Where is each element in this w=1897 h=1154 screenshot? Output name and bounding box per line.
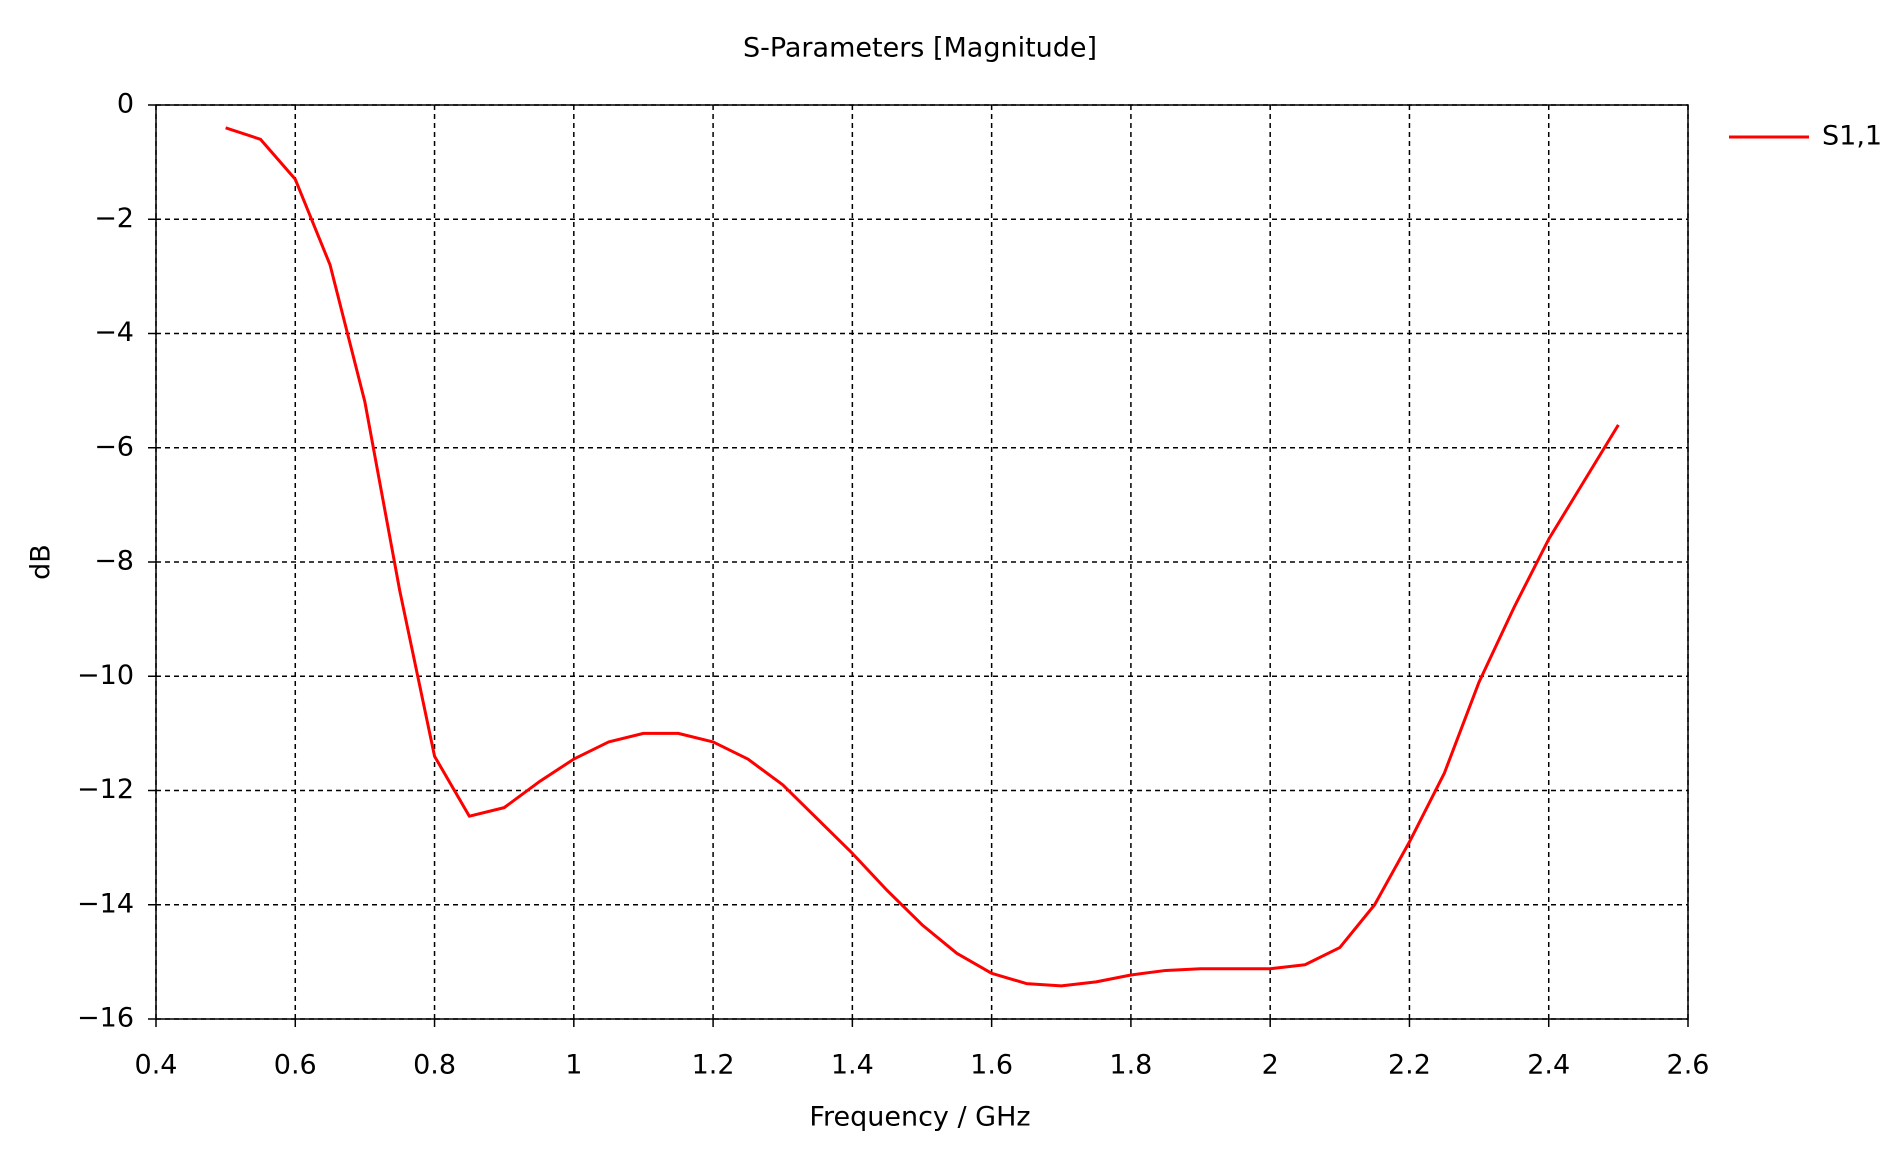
x-tick-label: 0.8 xyxy=(413,1050,456,1081)
data-line xyxy=(225,126,1620,988)
y-tick-label: −2 xyxy=(94,203,134,234)
plot-frame xyxy=(155,104,1689,1020)
x-tick-label: 1.4 xyxy=(831,1050,874,1081)
y-tick-label: −14 xyxy=(77,888,134,919)
y-tick-label: −16 xyxy=(77,1003,134,1034)
x-tick-label: 0.6 xyxy=(274,1050,317,1081)
x-tick-label: 1.2 xyxy=(692,1050,735,1081)
y-tick-label: −10 xyxy=(77,660,134,691)
x-tick-label: 1.8 xyxy=(1109,1050,1152,1081)
x-tick-label: 2.6 xyxy=(1667,1050,1710,1081)
x-tick-label: 0.4 xyxy=(135,1050,178,1081)
y-tick-label: −6 xyxy=(94,431,134,462)
x-tick-label: 1.6 xyxy=(970,1050,1013,1081)
y-tick-label: 0 xyxy=(117,89,134,120)
chart-title: S-Parameters [Magnitude] xyxy=(743,33,1097,64)
y-tick-label: −12 xyxy=(77,774,134,805)
x-axis-label: Frequency / GHz xyxy=(809,1102,1030,1133)
y-axis-label: dB xyxy=(26,544,57,580)
x-tick-label: 2.4 xyxy=(1527,1050,1570,1081)
y-tick-label: −8 xyxy=(94,546,134,577)
y-tick-label: −4 xyxy=(94,317,134,348)
x-tick-label: 1 xyxy=(565,1050,582,1081)
x-tick-label: 2 xyxy=(1262,1050,1279,1081)
x-tick-label: 2.2 xyxy=(1388,1050,1431,1081)
legend-label: S1,1 xyxy=(1822,121,1882,152)
